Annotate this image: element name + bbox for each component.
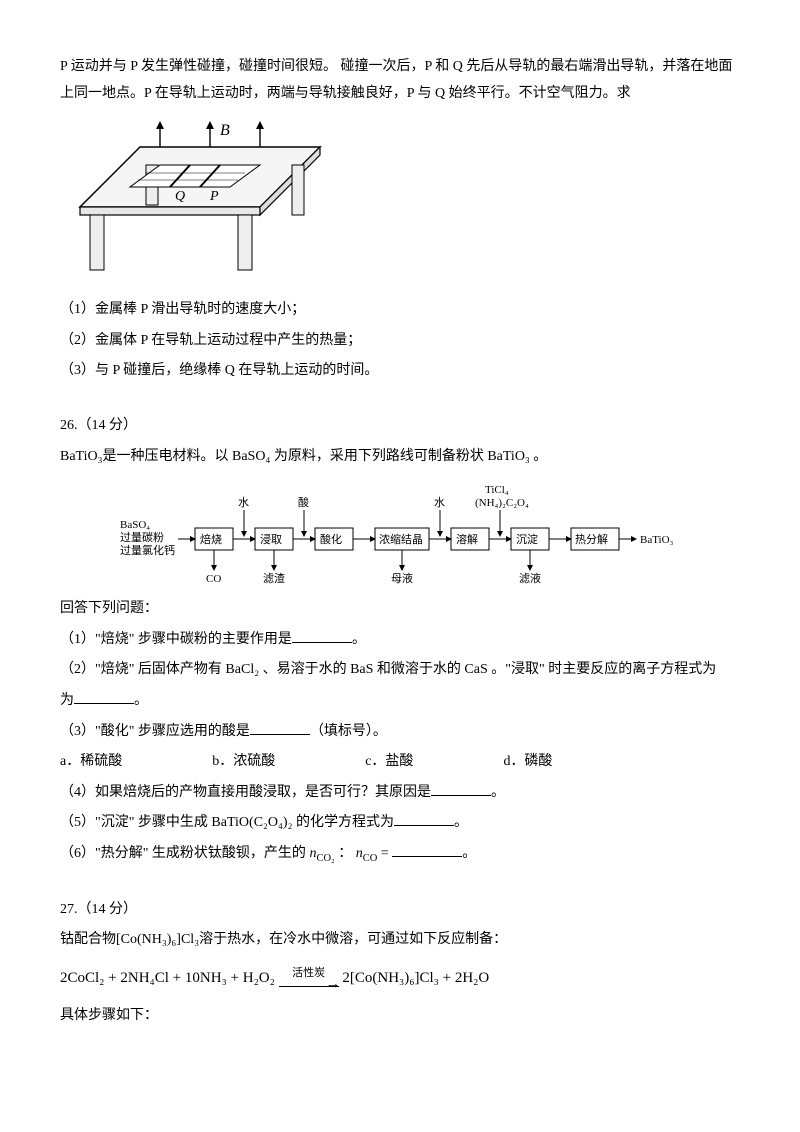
svg-text:浓缩结晶: 浓缩结晶 [379,533,423,546]
svg-text:CO: CO [206,573,221,585]
q27-steps: 具体步骤如下： [60,1003,740,1030]
svg-text:过量碳粉: 过量碳粉 [120,530,164,544]
q26-answer-lead: 回答下列问题： [60,596,740,623]
svg-text:滤渣: 滤渣 [263,571,285,585]
svg-text:焙烧: 焙烧 [200,532,222,546]
q26-intro: BaTiO₃是一种压电材料。以 BaSO₄ 为原料，采用下列路线可制备粉状 Ba… [60,444,740,471]
q25-sub3: （3）与 P 碰撞后，绝缘棒 Q 在导轨上运动的时间。 [60,358,740,385]
svg-text:酸化: 酸化 [320,532,342,546]
label-B: B [220,122,230,139]
q27-number: 27.（14 分） [60,897,740,924]
svg-text:热分解: 热分解 [575,532,608,546]
q26-options: a．稀硫酸b．浓硫酸c．盐酸d．磷酸 [60,749,740,776]
svg-text:水: 水 [434,496,445,509]
svg-text:沉淀: 沉淀 [516,532,538,546]
svg-text:TiCl₄: TiCl₄ [485,484,509,496]
svg-text:溶解: 溶解 [456,532,478,546]
q27-intro: 钴配合物[Co(NH₃)₆]Cl₃溶于热水，在冷水中微溶，可通过如下反应制备： [60,927,740,954]
flow-input: BaSO₄ [120,519,150,531]
rail-diagram: B Q P [60,117,340,287]
svg-text:过量氯化钙: 过量氯化钙 [120,543,175,557]
q26-p4: （4）如果焙烧后的产物直接用酸浸取，是否可行？其原因是。 [60,780,740,807]
q26-p6: （6）"热分解" 生成粉状钛酸钡，产生的 nCO₂ ： nCO = 。 [60,841,740,869]
label-Q: Q [175,189,185,204]
svg-text:酸: 酸 [298,495,309,509]
q25-sub1: （1）金属棒 P 滑出导轨时的速度大小； [60,297,740,324]
q26-p2: （2）"焙烧" 后固体产物有 BaCl₂ 、易溶于水的 BaS 和微溶于水的 C… [60,657,740,684]
svg-text:水: 水 [238,496,249,509]
svg-text:BaTiO₃: BaTiO₃ [640,534,674,546]
svg-text:(NH₄)₂C₂O₄: (NH₄)₂C₂O₄ [475,497,529,509]
svg-text:浸取: 浸取 [260,533,282,546]
svg-text:滤液: 滤液 [519,571,541,585]
svg-text:母液: 母液 [391,571,413,585]
q25-intro: P 运动并与 P 发生弹性碰撞，碰撞时间很短。 碰撞一次后，P 和 Q 先后从导… [60,54,740,107]
q25-sub2: （2）金属体 P 在导轨上运动过程中产生的热量； [60,328,740,355]
q26-p3: （3）"酸化" 步骤应选用的酸是（填标号）。 [60,719,740,746]
q26-p1: （1）"焙烧" 步骤中碳粉的主要作用是。 [60,627,740,654]
flow-diagram: BaSO₄ 过量碳粉 过量氯化钙 焙烧 浸取 酸化 浓缩结晶 溶解 沉淀 热分解… [120,478,680,588]
label-P: P [209,189,219,204]
q27-equation: 2CoCl₂ + 2NH₄Cl + 10NH₃ + H₂O₂ 活性炭 → 2[C… [60,964,740,994]
q26-p5: （5）"沉淀" 步骤中生成 BaTiO(C₂O₄)₂ 的化学方程式为。 [60,810,740,837]
q26-number: 26.（14 分） [60,413,740,440]
